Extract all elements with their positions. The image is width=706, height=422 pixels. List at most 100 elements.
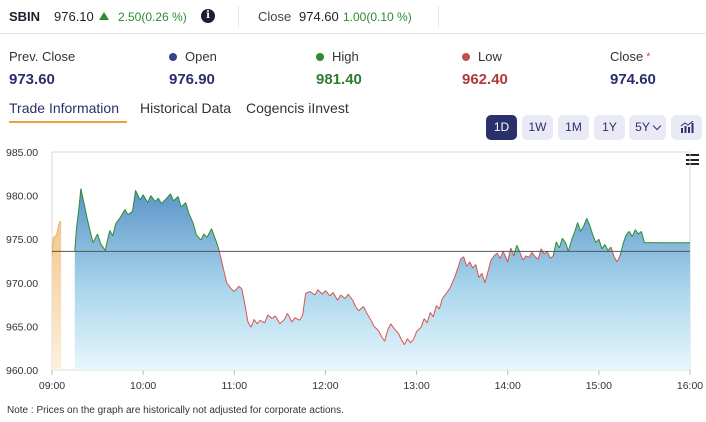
price-line-segment bbox=[355, 306, 360, 312]
price-line-segment bbox=[564, 242, 569, 252]
price-line-segment bbox=[124, 209, 129, 216]
stat-value: 962.40 bbox=[462, 71, 508, 88]
price-line-segment bbox=[589, 225, 594, 235]
price-line-segment bbox=[583, 218, 588, 227]
price-line-segment bbox=[165, 193, 171, 200]
y-tick-label: 985.00 bbox=[6, 147, 38, 159]
price-line-segment bbox=[390, 323, 395, 329]
price-line-segment bbox=[472, 264, 477, 269]
stat-close: Close * 974.60 bbox=[610, 49, 656, 88]
price-line-segment bbox=[628, 231, 633, 237]
price-line-segment bbox=[180, 202, 187, 208]
price-line-segment bbox=[561, 238, 566, 243]
ticker-symbol: SBIN bbox=[9, 9, 41, 24]
price-line-segment bbox=[384, 329, 389, 342]
price-line-segment bbox=[250, 319, 255, 328]
price-line-segment bbox=[410, 339, 414, 344]
ticker-bar: SBIN 976.10 2.50(0.26 %) i Close 974.60 … bbox=[0, 0, 706, 34]
price-line-segment bbox=[274, 315, 281, 325]
price-line-segment bbox=[74, 230, 77, 252]
stat-open: Open 976.90 bbox=[169, 49, 217, 88]
price-line-segment bbox=[432, 305, 437, 317]
price-line-segment bbox=[558, 238, 563, 249]
stat-value: 976.90 bbox=[169, 71, 215, 88]
price-line-segment bbox=[267, 314, 273, 319]
stat-label: Close bbox=[610, 49, 644, 64]
asterisk-marker: * bbox=[646, 50, 651, 63]
divider bbox=[238, 6, 239, 28]
price-line-segment bbox=[287, 313, 293, 323]
y-tick-label: 965.00 bbox=[6, 321, 38, 333]
price-line-segment bbox=[119, 209, 126, 218]
price-line-segment bbox=[469, 261, 474, 269]
stat-label: Prev. Close bbox=[9, 49, 76, 64]
price-line-segment bbox=[607, 246, 612, 251]
price-line-segment bbox=[211, 228, 217, 242]
premarket-area bbox=[52, 221, 62, 370]
price-line-segment bbox=[215, 240, 220, 251]
price-line-segment bbox=[366, 312, 372, 321]
price-line-segment bbox=[387, 323, 392, 331]
range-1d-button[interactable]: 1D bbox=[486, 115, 517, 140]
x-tick-label: 10:00 bbox=[130, 380, 156, 392]
stat-value: 974.60 bbox=[610, 71, 656, 88]
price-line-segment bbox=[233, 285, 240, 292]
x-tick-label: 13:00 bbox=[403, 380, 429, 392]
price-line-segment bbox=[247, 321, 252, 328]
price-line-segment bbox=[139, 194, 144, 201]
range-5y-dropdown[interactable]: 5Y bbox=[629, 115, 666, 140]
price-line-segment bbox=[109, 230, 114, 236]
price-line-segment bbox=[397, 333, 402, 340]
range-1m-button[interactable]: 1M bbox=[558, 115, 589, 140]
range-5y-label: 5Y bbox=[635, 120, 650, 134]
price-line-segment bbox=[403, 338, 408, 345]
range-1w-button[interactable]: 1W bbox=[522, 115, 553, 140]
price-line-segment bbox=[638, 230, 642, 235]
price-line-segment bbox=[373, 326, 379, 332]
low-dot-icon bbox=[462, 52, 470, 61]
price-line-segment bbox=[400, 339, 405, 345]
y-tick-label: 975.00 bbox=[6, 234, 38, 246]
range-1y-button[interactable]: 1Y bbox=[594, 115, 625, 140]
price-line-segment bbox=[161, 198, 167, 204]
chart-note: Note : Prices on the graph are historica… bbox=[7, 405, 344, 416]
price-line-segment bbox=[314, 289, 319, 296]
price-line-segment bbox=[604, 244, 609, 251]
price-area bbox=[74, 188, 691, 370]
chart-type-button[interactable] bbox=[671, 115, 702, 140]
stat-label: Low bbox=[478, 49, 502, 64]
price-line-segment bbox=[203, 233, 208, 238]
price-line-segment bbox=[441, 292, 448, 299]
price-line-segment bbox=[426, 312, 431, 324]
price-line-segment bbox=[435, 305, 440, 310]
price-line-segment bbox=[446, 287, 451, 293]
price-line-segment bbox=[294, 317, 300, 321]
ticker-close-change: 1.00(0.10 %) bbox=[343, 10, 412, 24]
up-arrow-icon bbox=[99, 12, 109, 20]
x-tick-label: 11:00 bbox=[222, 380, 248, 392]
info-icon[interactable]: i bbox=[201, 9, 215, 23]
price-line-segment bbox=[317, 289, 323, 295]
tab-historical-data[interactable]: Historical Data bbox=[140, 100, 232, 116]
tab-cogencis-iinvest[interactable]: Cogencis iInvest bbox=[246, 100, 349, 116]
chart-menu-icon[interactable] bbox=[686, 154, 699, 165]
price-chart: 960.00 965.00 970.00 975.00 980.00 985.00 09:… bbox=[6, 147, 703, 392]
price-line-segment bbox=[127, 210, 133, 216]
price-line-segment bbox=[302, 293, 307, 316]
high-dot-icon bbox=[316, 52, 324, 61]
price-line-segment bbox=[100, 243, 106, 251]
price-line-segment bbox=[378, 330, 383, 338]
price-line-segment bbox=[279, 319, 285, 325]
tab-trade-information[interactable]: Trade Information bbox=[9, 100, 119, 116]
price-line-segment bbox=[460, 256, 464, 260]
price-line-segment bbox=[337, 294, 342, 301]
price-line-segment bbox=[449, 277, 456, 289]
price-line-segment bbox=[230, 288, 235, 292]
price-line-segment bbox=[291, 317, 296, 323]
price-line-segment bbox=[259, 319, 265, 324]
price-line-segment bbox=[150, 195, 156, 203]
plot-area bbox=[51, 151, 691, 371]
price-line-segment bbox=[407, 338, 411, 344]
price-line-segment bbox=[507, 247, 512, 262]
price-line-segment bbox=[89, 230, 94, 243]
